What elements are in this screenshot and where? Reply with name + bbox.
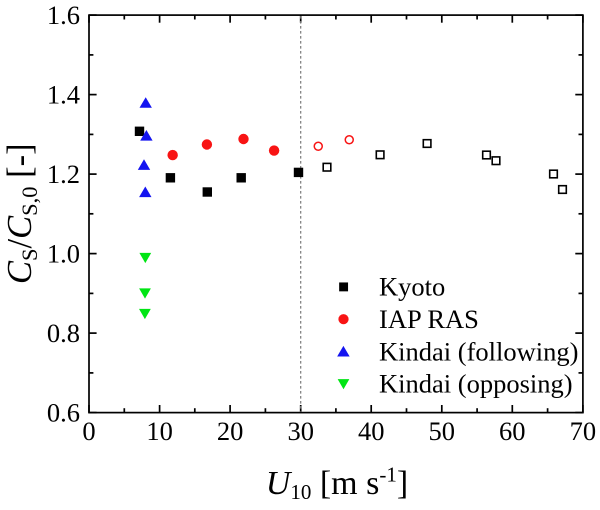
svg-text:0.6: 0.6 bbox=[47, 397, 80, 427]
svg-text:70: 70 bbox=[570, 416, 597, 446]
svg-text:20: 20 bbox=[217, 416, 244, 446]
svg-text:Kindai (opposing): Kindai (opposing) bbox=[379, 369, 573, 399]
svg-text:30: 30 bbox=[287, 416, 314, 446]
svg-text:1.6: 1.6 bbox=[47, 0, 80, 30]
svg-text:0.8: 0.8 bbox=[47, 318, 80, 348]
svg-text:10: 10 bbox=[146, 416, 173, 446]
svg-text:1.2: 1.2 bbox=[47, 159, 80, 189]
svg-text:40: 40 bbox=[358, 416, 385, 446]
svg-text:1.4: 1.4 bbox=[47, 79, 80, 109]
svg-text:1.0: 1.0 bbox=[47, 238, 80, 268]
svg-text:Kyoto: Kyoto bbox=[379, 272, 445, 302]
svg-text:U10 [m s-1]: U10 [m s-1] bbox=[266, 463, 408, 505]
svg-text:CS/CS,0 [-]: CS/CS,0 [-] bbox=[1, 143, 42, 284]
svg-text:0: 0 bbox=[82, 416, 95, 446]
svg-text:50: 50 bbox=[429, 416, 456, 446]
svg-text:IAP RAS: IAP RAS bbox=[379, 304, 479, 334]
svg-text:Kindai (following): Kindai (following) bbox=[379, 336, 578, 366]
svg-text:60: 60 bbox=[499, 416, 526, 446]
